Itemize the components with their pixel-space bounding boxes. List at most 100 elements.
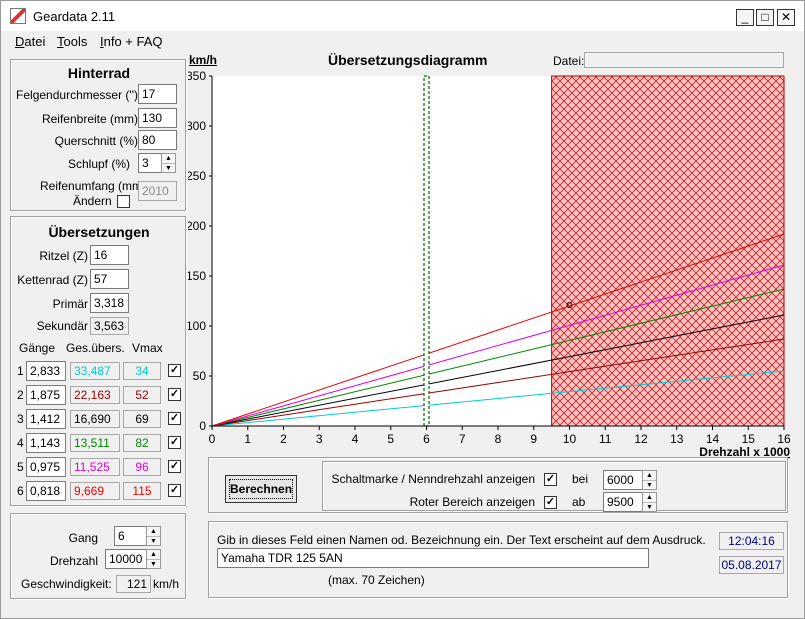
shift-marker [423,75,430,427]
gear-vmax: 82 [123,434,161,452]
gang-label: Gang [68,531,98,545]
datei-field [584,52,784,68]
aendern-checkbox[interactable] [117,195,130,208]
gear-vmax: 52 [123,386,161,404]
series-line-gear-2 [211,338,785,427]
roter-bereich-checkbox[interactable]: ✓ [544,496,557,509]
x-tick-label: 4 [352,432,359,446]
y-tick-label: 0 [199,419,206,433]
y-tick-label: 100 [188,319,206,333]
red-zone [551,75,785,427]
berechnen-button[interactable]: Berechnen [225,475,297,503]
gear-total-ratio: 22,163 [70,386,120,404]
gear-total-ratio: 16,690 [70,410,120,428]
gear-total-ratio: 33,487 [70,362,120,380]
gear-visible-checkbox[interactable]: ✓ [168,460,181,473]
gear-visible-checkbox[interactable]: ✓ [168,364,181,377]
menu-bar: Datei Tools Info + FAQ [1,31,804,51]
schlupf-spinner[interactable]: ▲ ▼ [161,153,176,173]
ab-spinner[interactable]: ▲ ▼ [642,492,657,512]
x-tick-label: 2 [280,432,287,446]
reifenbreite-input[interactable]: 130 [138,108,177,128]
gear-visible-checkbox[interactable]: ✓ [168,412,181,425]
menu-info-faq[interactable]: Info + FAQ [100,34,163,49]
ritzel-input[interactable]: 16 [90,245,129,265]
note-group: Gib in dieses Feld einen Namen od. Bezei… [208,521,788,598]
calc-group: Gang 6 ▲ ▼ Drehzahl 10000 ▲ ▼ Geschwindigk… [10,513,186,599]
schlupf-input[interactable]: 3 [138,153,162,173]
menu-datei[interactable]: Datei [15,34,46,49]
title-bar[interactable]: Geardata 2.11 _ □ ✕ [1,1,804,31]
series-line-gear-6 [211,233,785,427]
felgen-input[interactable]: 17 [138,84,177,104]
gang-input[interactable]: 6 [114,526,147,546]
bei-spinner[interactable]: ▲ ▼ [642,470,657,490]
gear-total-ratio: 11,525 [70,458,120,476]
gang-spinner[interactable]: ▲ ▼ [146,526,161,546]
gear-number: 6 [17,484,24,498]
note-max-hint: (max. 70 Zeichen) [328,573,425,587]
gear-ratio-input[interactable]: 1,412 [26,409,66,429]
hinterrad-heading: Hinterrad [67,65,131,81]
window-title: Geardata 2.11 [33,9,116,24]
gear-ratio-input[interactable]: 1,875 [26,385,66,405]
x-tick-label: 6 [423,432,430,446]
y-tick-label: 300 [188,119,206,133]
x-tick-label: 10 [563,432,577,446]
app-icon [10,8,26,24]
x-tick-label: 7 [459,432,466,446]
minimize-button[interactable]: _ [736,9,754,26]
gear-vmax: 34 [123,362,161,380]
drehzahl-label: Drehzahl [49,554,98,568]
aendern-label: Ändern [73,194,112,208]
display-options-group: Schaltmarke / Nenndrehzahl anzeigen ✓ be… [322,461,786,512]
ab-input[interactable]: 9500 [603,492,643,512]
x-tick-label: 5 [387,432,394,446]
x-tick-label: 9 [530,432,537,446]
hinterrad-group: Hinterrad Felgendurchmesser ('') 17 Reif… [10,59,186,211]
bei-label: bei [572,472,589,486]
gear-ratio-input[interactable]: 1,143 [26,433,66,453]
gear-number: 1 [17,364,24,378]
primaer-input[interactable]: 3,318 [90,293,129,313]
gear-number: 4 [17,436,24,450]
gear-ratio-input[interactable]: 0,818 [26,481,66,501]
maximize-button[interactable]: □ [756,9,774,26]
schaltmarke-label: Schaltmarke / Nenndrehzahl anzeigen [331,472,535,486]
sekundaer-label: Sekundär [36,319,88,333]
drehzahl-input[interactable]: 10000 [105,549,147,569]
geschw-value: 121 [116,575,151,593]
roter-bereich-label: Roter Bereich anzeigen [409,495,535,509]
x-tick-label: 15 [742,432,756,446]
note-input[interactable]: Yamaha TDR 125 5AN [217,548,649,568]
series-line-gear-1 [211,370,785,427]
ab-label: ab [572,495,586,509]
x-tick-label: 14 [706,432,720,446]
gear-ratio-input[interactable]: 2,833 [26,361,66,381]
close-button[interactable]: ✕ [777,9,795,26]
gear-visible-checkbox[interactable]: ✓ [168,436,181,449]
options-group: Berechnen Schaltmarke / Nenndrehzahl anz… [208,457,788,513]
reifenumfang-label: Reifenumfang (mm) [40,179,147,193]
drehzahl-spinner[interactable]: ▲ ▼ [146,549,161,569]
gear-visible-checkbox[interactable]: ✓ [168,388,181,401]
y-tick-label: 200 [188,219,206,233]
gear-number: 5 [17,460,24,474]
gear-total-ratio: 13,511 [70,434,120,452]
kettenrad-input[interactable]: 57 [90,269,129,289]
chart-title: Übersetzungsdiagramm [328,52,488,68]
date-display: 05.08.2017 [719,556,784,574]
y-axis-unit: km/h [189,53,218,67]
x-tick-label: 8 [495,432,502,446]
y-tick-label: 50 [193,369,207,383]
series-line-gear-3 [211,314,785,427]
x-axis-label: Drehzahl x 1000 [699,445,790,459]
schaltmarke-checkbox[interactable]: ✓ [544,473,557,486]
felgen-label: Felgendurchmesser ('') [16,88,138,102]
gear-visible-checkbox[interactable]: ✓ [168,484,181,497]
bei-input[interactable]: 6000 [603,470,643,490]
gear-total-ratio: 9,669 [70,482,120,500]
querschnitt-input[interactable]: 80 [138,130,177,150]
menu-tools[interactable]: Tools [57,34,88,49]
gear-ratio-input[interactable]: 0,975 [26,457,66,477]
